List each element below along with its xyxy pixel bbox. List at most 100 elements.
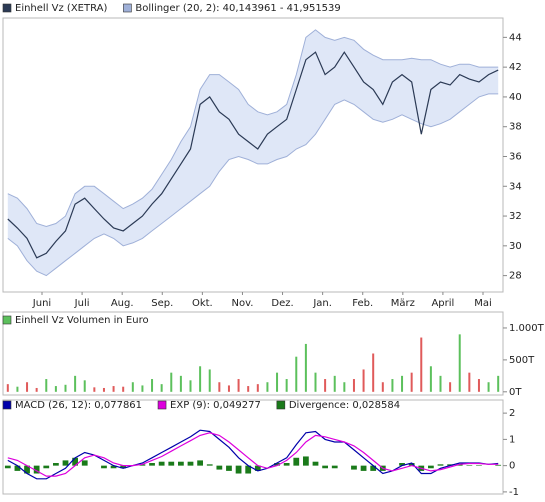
divergence-bar [283,463,290,466]
divergence-bar [110,465,117,469]
volume-bar [122,386,125,392]
divergence-bar [428,465,434,469]
volume-bar [199,366,202,392]
legend-swatch [2,315,12,325]
divergence-bar [322,465,328,469]
volume-bar [218,382,221,392]
x-tick-label: Feb. [352,298,373,309]
volume-bar [256,384,259,392]
x-tick-label: Okt. [192,298,213,309]
volume-bar [189,380,192,392]
y-tick-label: 28 [509,271,522,282]
legend-label: Einhell Vz Volumen in Euro [15,315,149,326]
volume-bar [314,372,317,392]
divergence-bar [274,463,280,466]
y-tick-label: 40 [509,92,522,103]
volume-bar [160,384,163,392]
y-tick-label: 500T [509,355,535,366]
volume-bar [410,372,413,392]
legend-label: Einhell Vz (XETRA) [15,3,107,14]
y-tick-label: 32 [509,211,522,222]
divergence-bar [206,464,213,466]
y-tick-label: 36 [509,151,522,162]
legend-label: Bollinger (20, 2): 40,143961 - 41,951539 [135,3,340,14]
volume-bar [487,382,490,392]
volume-bar [276,372,279,392]
volume-bar [54,386,57,392]
divergence-bar [456,464,463,466]
divergence-bar [14,465,21,471]
divergence-bar [33,465,40,474]
volume-bar [362,369,365,392]
volume-bar [381,382,384,392]
series-line [7,429,499,480]
divergence-bar [245,465,252,474]
volume-bar [227,385,230,392]
y-tick-label: 0 [509,461,515,472]
y-tick-label: 42 [509,62,522,73]
band-upper [7,29,499,228]
divergence-bar [399,463,405,466]
divergence-bar [120,465,127,469]
series-line [7,432,499,477]
divergence-bar [4,465,11,469]
volume-bar [16,386,19,392]
legend-swatch [276,400,286,410]
divergence-bar [197,460,203,466]
volume-bar [352,379,355,392]
band-area [7,29,499,276]
volume-bar [6,384,9,392]
volume-bar [45,379,48,392]
y-tick-label: 30 [509,241,522,252]
divergence-bar [139,464,146,466]
divergence-bar [254,465,261,471]
volume-bar [391,379,394,392]
volume-bar [208,369,211,392]
volume-bar [64,384,67,392]
y-tick-label: -1 [509,487,519,498]
volume-bar [295,356,298,392]
y-tick-label: 34 [509,181,522,192]
x-tick-label: März [391,298,415,309]
volume-bar [372,353,375,392]
legend-label: Divergence: 0,028584 [289,400,400,411]
divergence-bar [62,460,69,466]
volume-bar [497,375,500,392]
volume-bar [112,386,115,392]
volume-bar [343,382,346,392]
volume-bar [420,337,423,392]
divergence-bar [351,465,357,470]
y-tick-label: 44 [509,32,522,43]
divergence-bar [303,456,309,466]
volume-bar [237,379,240,392]
divergence-bar [24,465,30,474]
divergence-bar [53,463,59,466]
divergence-bar [495,464,502,466]
volume-bar [324,379,327,392]
x-tick-label: Juni [32,298,51,309]
divergence-bar [81,460,88,466]
volume-bar [401,375,404,392]
volume-bar [304,343,307,392]
x-tick-label: Dez. [271,298,293,309]
band-lower [7,93,499,277]
volume-bar [141,385,144,392]
divergence-bar [149,463,155,466]
legend-swatch [2,400,12,410]
divergence-bar [466,465,473,466]
y-tick-label: 1.000T [509,323,545,334]
legend-swatch [123,3,132,13]
divergence-bar [437,464,444,466]
divergence-bar [72,457,78,466]
divergence-bar [101,465,107,469]
divergence-bar [158,461,165,466]
divergence-bar [168,461,175,466]
x-tick-label: Aug. [111,298,134,309]
volume-bar [35,387,38,392]
divergence-bar [216,465,223,470]
volume-bar [83,380,86,392]
y-tick-label: 0T [509,387,522,398]
y-tick-label: 1 [509,434,515,445]
series-line [7,51,499,259]
divergence-bar [476,465,482,466]
